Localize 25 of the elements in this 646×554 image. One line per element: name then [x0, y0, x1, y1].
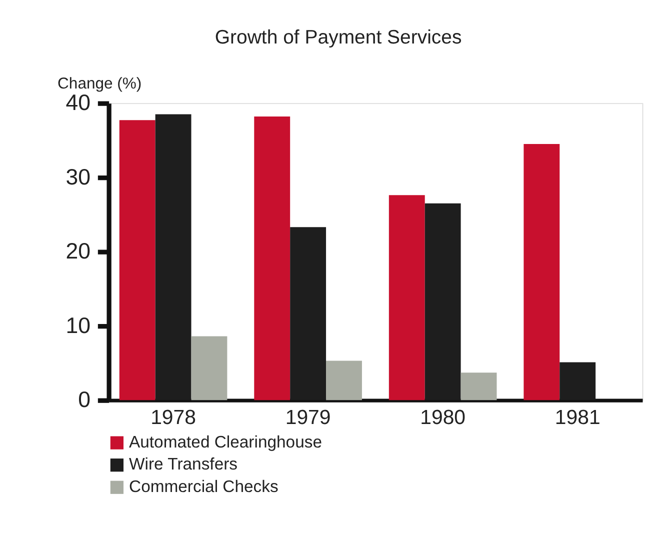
y-tick-label: 10 [66, 312, 90, 338]
bar [155, 114, 192, 400]
x-tick-label: 1980 [420, 406, 466, 429]
y-tick-label: 20 [66, 238, 90, 264]
bar [524, 144, 560, 400]
bar [290, 227, 326, 400]
x-tick-label: 1979 [285, 406, 331, 429]
bar [460, 372, 497, 400]
bar [119, 120, 156, 400]
y-tick-label: 30 [66, 164, 90, 190]
x-tick-label: 1981 [554, 406, 600, 429]
y-axis-title: Change (%) [58, 75, 142, 92]
x-tick-label: 1978 [150, 406, 196, 429]
bar [560, 362, 596, 400]
bar [326, 360, 362, 400]
legend-label: Wire Transfers [129, 454, 238, 474]
legend-label: Commercial Checks [129, 477, 278, 496]
bar [424, 203, 461, 400]
y-tick-label: 0 [78, 387, 90, 412]
chart-title: Growth of Payment Services [214, 26, 462, 49]
y-tick-label: 40 [66, 90, 90, 116]
bar [388, 195, 425, 400]
bar [254, 116, 290, 400]
legend-label: Automated Clearinghouse [129, 432, 322, 452]
bar [191, 336, 228, 400]
